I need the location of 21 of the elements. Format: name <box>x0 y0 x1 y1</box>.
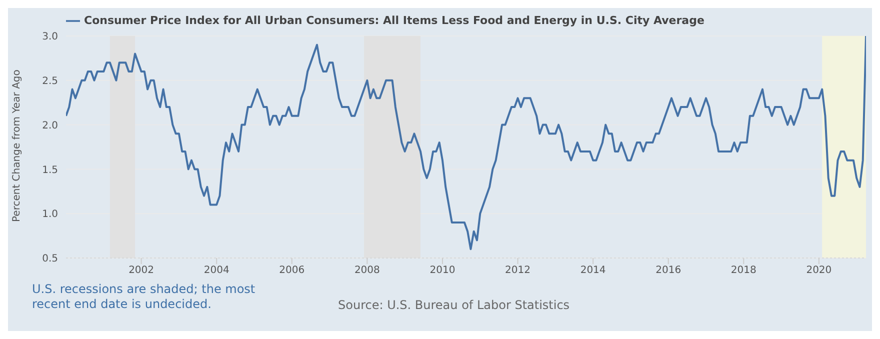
y-tick-label: 2.0 <box>42 120 58 132</box>
x-tick-label: 2002 <box>128 265 154 276</box>
x-tick-label: 2012 <box>505 265 530 276</box>
x-tick-label: 2004 <box>204 265 230 276</box>
y-tick-label: 1.0 <box>42 209 58 220</box>
x-tick-label: 2018 <box>730 265 756 276</box>
x-tick-label: 2008 <box>354 265 380 276</box>
x-tick-label: 2016 <box>656 265 682 276</box>
y-axis-title: Percent Change from Year Ago <box>12 70 23 222</box>
y-tick-label: 1.5 <box>42 164 58 176</box>
y-tick-label: 2.5 <box>42 76 58 87</box>
text: U.S. recessions are shaded; the most recent end date is undecided. <box>32 282 256 311</box>
x-tick-label: 2010 <box>430 265 456 276</box>
x-tick-label: 2014 <box>580 265 606 276</box>
y-tick-label: 0.5 <box>42 254 58 265</box>
x-tick-label: 2006 <box>279 265 305 276</box>
x-tick-label: 2020 <box>806 265 832 276</box>
line-series <box>66 36 866 250</box>
y-tick-label: 3.0 <box>42 32 58 43</box>
source-note: Source: U.S. Bureau of Labor Statistics <box>338 298 570 312</box>
legend-label: Consumer Price Index for All Urban Consumers: All Items Less Food and Energy in U.S. City Average <box>84 14 704 28</box>
